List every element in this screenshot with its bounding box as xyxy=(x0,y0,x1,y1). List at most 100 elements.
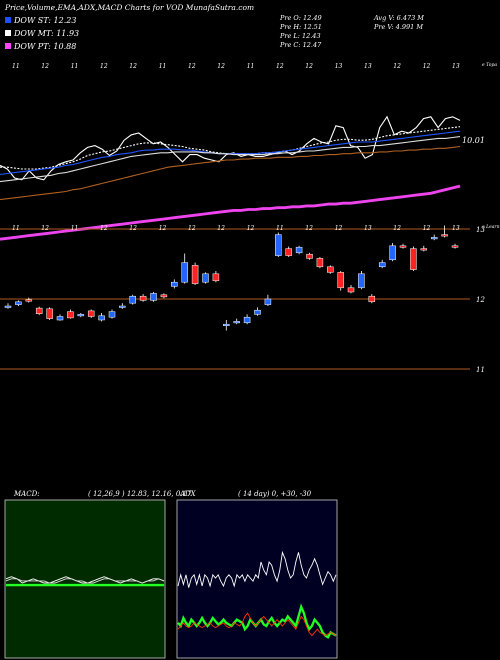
ema-mid-line xyxy=(0,130,461,175)
top-date-label-6: 12 xyxy=(188,63,196,70)
candle-body-30 xyxy=(316,258,324,268)
top-date-label-11: 13 xyxy=(335,63,343,70)
candle-body-2 xyxy=(25,299,33,302)
candle-body-9 xyxy=(98,315,105,321)
macd-title: MACD: xyxy=(13,490,40,498)
candle-body-11 xyxy=(119,305,126,308)
candle-body-38 xyxy=(399,245,407,248)
candle-body-1 xyxy=(15,301,22,305)
mid-date-label-15: 13 xyxy=(452,225,460,232)
top-date-label-15: 13 xyxy=(452,63,460,70)
mid-date-label-4: 12 xyxy=(129,225,137,232)
top-date-label-13: 12 xyxy=(393,63,401,70)
signal-line xyxy=(5,578,165,584)
candle-body-29 xyxy=(306,253,313,259)
mid-date-labels: 11 12 11 12 12 12 12 12 12 11 12 12 13 12 12 13 xyxy=(12,225,460,232)
mid-date-label-2: 11 xyxy=(71,225,79,232)
adx-params: ( 14 day) 0, +30, -30 xyxy=(238,490,312,498)
candle-body-28 xyxy=(295,246,303,254)
candle-body-40 xyxy=(420,248,428,251)
candle-body-4 xyxy=(46,308,53,319)
candle-body-5 xyxy=(56,316,64,321)
candle-body-12 xyxy=(129,295,136,304)
candle-body-34 xyxy=(358,273,365,289)
minus-di-line xyxy=(177,612,337,637)
candle-body-21 xyxy=(223,323,230,326)
mid-date-label-13: 12 xyxy=(393,225,401,232)
candle-body-37 xyxy=(389,245,396,261)
candle-body-43 xyxy=(451,245,459,248)
ema-fast-line xyxy=(0,126,461,170)
candle-body-32 xyxy=(337,272,344,289)
ema-trend-line xyxy=(0,184,461,241)
mid-date-label-11: 12 xyxy=(335,225,343,232)
price-ylabel-13: 13 xyxy=(476,226,485,234)
candle-body-14 xyxy=(150,293,157,301)
candle-body-20 xyxy=(212,273,220,282)
price-ylabel-11: 11 xyxy=(476,366,485,374)
top-date-label-7: 12 xyxy=(217,63,225,70)
ema-panel xyxy=(0,115,461,241)
candle-body-19 xyxy=(202,273,209,283)
mid-date-label-14: 12 xyxy=(423,225,431,232)
candle-body-15 xyxy=(160,294,168,298)
candle-body-26 xyxy=(275,234,282,256)
top-date-label-14: 12 xyxy=(423,63,431,70)
mid-date-label-8: 12 xyxy=(247,225,255,232)
adx-line xyxy=(177,550,337,588)
price-line xyxy=(0,115,461,181)
ema-long-line xyxy=(0,145,461,201)
candlestick-series xyxy=(4,225,459,331)
candle-body-39 xyxy=(410,248,417,270)
candle-body-42 xyxy=(441,234,448,237)
candle-body-25 xyxy=(264,298,272,305)
pre-volume: Pre V: 4.991 M xyxy=(373,23,423,31)
candle-body-31 xyxy=(327,266,334,273)
mid-right-label: e Learn xyxy=(482,224,500,230)
candle-body-36 xyxy=(378,262,386,268)
candle-body-22 xyxy=(233,321,240,324)
dow-mt-label: DOW MT: 11.93 xyxy=(13,29,79,38)
ema-value-label: 10.01 xyxy=(462,136,485,145)
ema-slow-line xyxy=(0,136,461,183)
avg-volume: Avg V: 6.473 M xyxy=(373,14,424,22)
pre-low: Pre L: 12.43 xyxy=(279,32,321,40)
top-date-label-5: 11 xyxy=(159,63,167,70)
macd-panel xyxy=(5,576,165,587)
macd-panel-background xyxy=(4,499,166,659)
pre-open: Pre O: 12.49 xyxy=(279,14,322,22)
top-date-label-10: 12 xyxy=(305,63,313,70)
dow-mt-swatch xyxy=(5,30,11,36)
candle-body-41 xyxy=(430,237,438,240)
top-date-label-9: 12 xyxy=(276,63,284,70)
mid-date-label-5: 12 xyxy=(159,225,167,232)
top-date-label-8: 11 xyxy=(247,63,255,70)
top-date-label-2: 11 xyxy=(71,63,79,70)
candle-body-13 xyxy=(139,295,147,301)
adx-title: ADX xyxy=(179,490,197,498)
mid-date-label-7: 12 xyxy=(217,225,225,232)
mid-date-label-3: 12 xyxy=(100,225,108,232)
candle-body-23 xyxy=(243,316,251,324)
candle-body-33 xyxy=(347,287,355,293)
mid-date-label-1: 12 xyxy=(41,225,49,232)
dow-st-swatch xyxy=(5,17,11,23)
top-date-labels: 11 12 11 12 12 11 12 12 11 12 12 13 13 12 12 13 xyxy=(12,63,460,70)
dow-pt-label: DOW PT: 10.88 xyxy=(13,42,76,51)
candle-body-3 xyxy=(35,307,43,314)
dow-pt-swatch xyxy=(5,43,11,49)
pre-close: Pre C: 12.47 xyxy=(279,41,322,49)
macd-params: ( 12,26,9 ) 12.83, 12.16, 0.17 xyxy=(88,490,192,498)
price-ylabel-12: 12 xyxy=(476,296,485,304)
top-date-label-4: 12 xyxy=(129,63,137,70)
adx-panel xyxy=(177,550,337,639)
mid-date-label-12: 13 xyxy=(364,225,372,232)
mid-date-label-6: 12 xyxy=(188,225,196,232)
candle-body-8 xyxy=(87,310,95,317)
top-date-label-1: 12 xyxy=(41,63,49,70)
top-date-label-3: 12 xyxy=(100,63,108,70)
candle-body-35 xyxy=(368,295,376,303)
mid-date-label-10: 12 xyxy=(305,225,313,232)
top-date-label-0: 11 xyxy=(12,63,20,70)
